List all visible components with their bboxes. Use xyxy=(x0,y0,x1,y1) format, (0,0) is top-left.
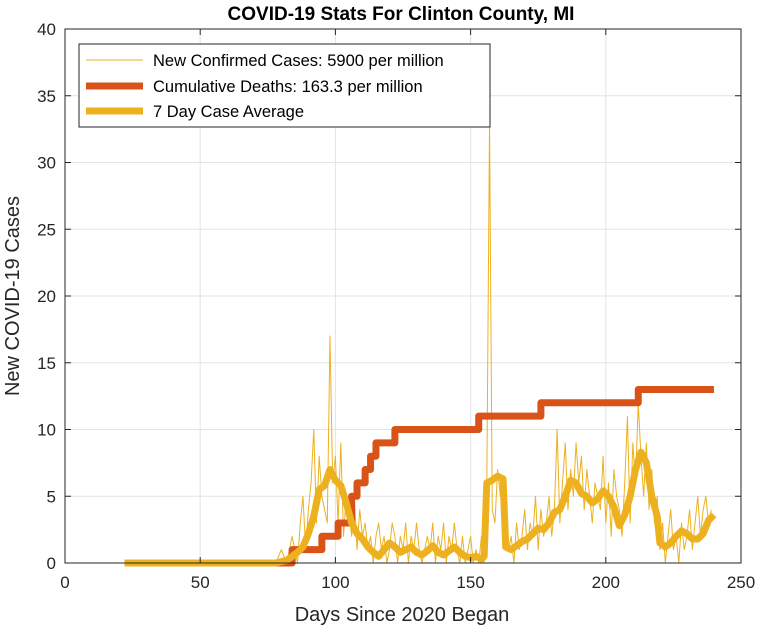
y-tick-label: 25 xyxy=(37,220,56,239)
series-cumulative-deaths xyxy=(124,385,714,567)
y-tick-label: 35 xyxy=(37,87,56,106)
legend: New Confirmed Cases: 5900 per million Cu… xyxy=(78,43,491,128)
x-tick-label: 0 xyxy=(60,573,69,592)
y-tick-label: 10 xyxy=(37,421,56,440)
y-axis-ticks: 0 5 10 15 20 25 30 35 40 xyxy=(37,20,741,573)
x-tick-label: 250 xyxy=(727,573,755,592)
x-axis-label: Days Since 2020 Began xyxy=(295,604,510,626)
y-tick-label: 0 xyxy=(47,554,56,573)
x-tick-label: 150 xyxy=(456,573,484,592)
legend-label-cumulative-deaths: Cumulative Deaths: 163.3 per million xyxy=(153,78,423,96)
x-tick-label: 100 xyxy=(321,573,349,592)
series-7-day-average xyxy=(124,448,717,567)
y-tick-label: 5 xyxy=(47,487,56,506)
legend-box xyxy=(78,43,491,128)
x-tick-label: 200 xyxy=(592,573,620,592)
series-layer xyxy=(124,121,717,567)
legend-label-new-cases: New Confirmed Cases: 5900 per million xyxy=(153,52,444,70)
y-tick-label: 30 xyxy=(37,154,56,173)
y-tick-label: 20 xyxy=(37,287,56,306)
legend-label-7-day-average: 7 Day Case Average xyxy=(153,103,304,121)
y-tick-label: 15 xyxy=(37,354,56,373)
x-tick-label: 50 xyxy=(191,573,210,592)
y-tick-label: 40 xyxy=(37,20,56,39)
y-axis-label: New COVID-19 Cases xyxy=(2,196,24,396)
chart-title: COVID-19 Stats For Clinton County, MI xyxy=(228,4,575,25)
x-axis-ticks: 0 50 100 150 200 250 xyxy=(60,29,755,592)
series-new-confirmed-cases xyxy=(124,121,712,564)
